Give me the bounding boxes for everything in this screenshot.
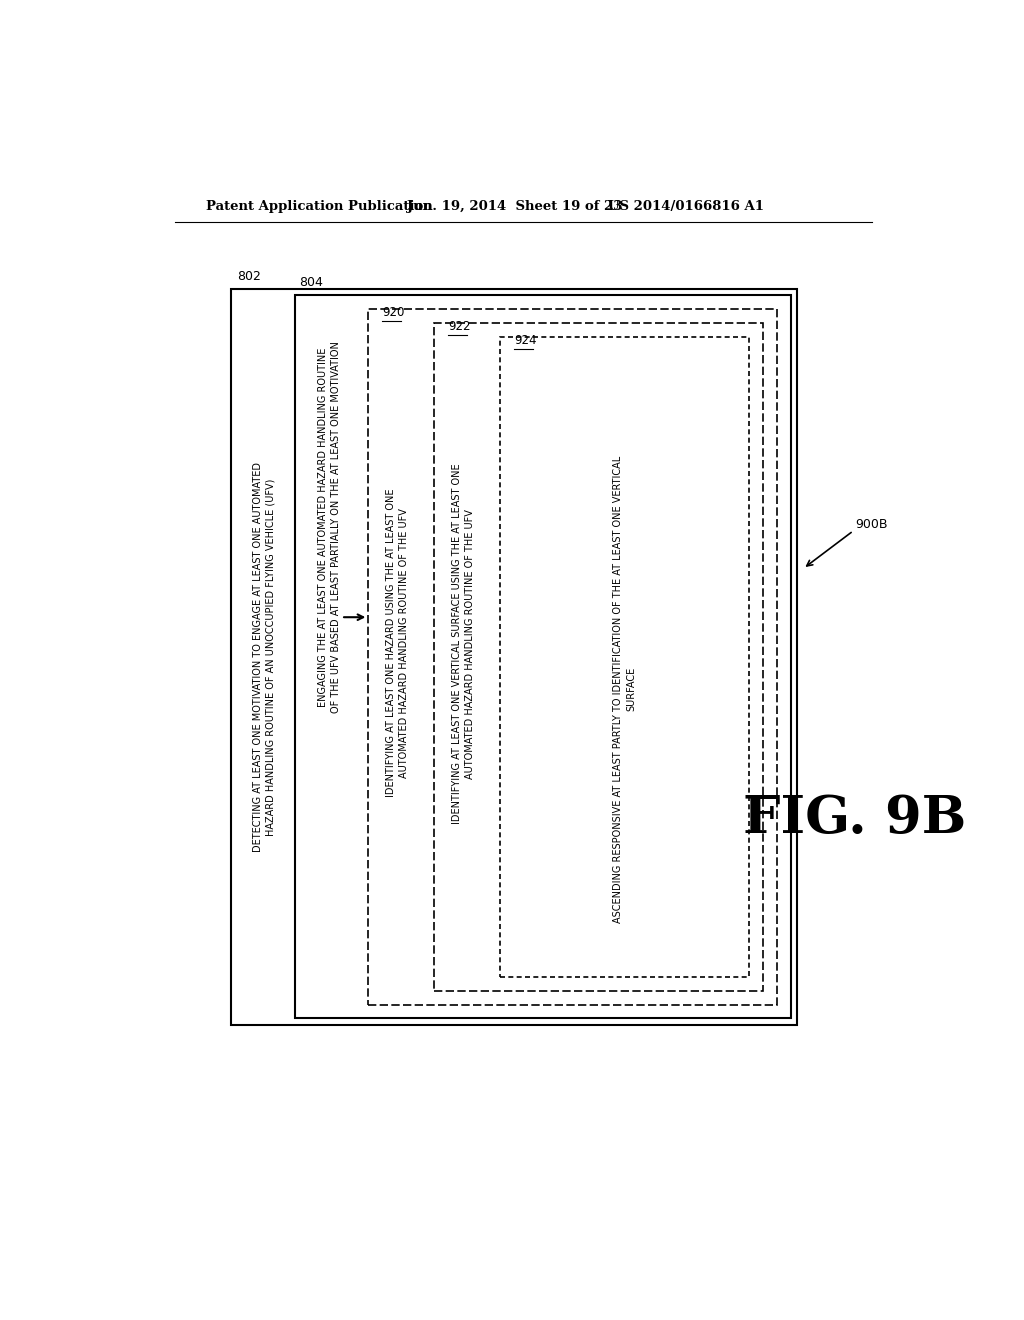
Text: Jun. 19, 2014  Sheet 19 of 23: Jun. 19, 2014 Sheet 19 of 23 <box>407 199 623 213</box>
Bar <box>434 323 763 991</box>
Text: 922: 922 <box>449 321 471 333</box>
Bar <box>231 289 797 1024</box>
Text: ENGAGING THE AT LEAST ONE AUTOMATED HAZARD HANDLING ROUTINE
OF THE UFV BASED AT : ENGAGING THE AT LEAST ONE AUTOMATED HAZA… <box>317 341 341 713</box>
Text: 802: 802 <box>238 271 261 284</box>
Bar <box>500 337 749 977</box>
Bar <box>295 296 791 1019</box>
Text: FIG. 9B: FIG. 9B <box>743 793 967 845</box>
Text: 924: 924 <box>514 334 537 347</box>
Text: US 2014/0166816 A1: US 2014/0166816 A1 <box>608 199 765 213</box>
Bar <box>369 309 776 1005</box>
Text: DETECTING AT LEAST ONE MOTIVATION TO ENGAGE AT LEAST ONE AUTOMATED
HAZARD HANDLI: DETECTING AT LEAST ONE MOTIVATION TO ENG… <box>253 462 276 851</box>
Text: 920: 920 <box>382 306 404 319</box>
Text: 900B: 900B <box>856 519 888 531</box>
Text: 804: 804 <box>299 276 324 289</box>
Text: IDENTIFYING AT LEAST ONE VERTICAL SURFACE USING THE AT LEAST ONE
AUTOMATED HAZAR: IDENTIFYING AT LEAST ONE VERTICAL SURFAC… <box>452 463 475 824</box>
Text: Patent Application Publication: Patent Application Publication <box>206 199 432 213</box>
Text: ASCENDING RESPONSIVE AT LEAST PARTLY TO IDENTIFICATION OF THE AT LEAST ONE VERTI: ASCENDING RESPONSIVE AT LEAST PARTLY TO … <box>612 455 636 923</box>
Text: IDENTIFYING AT LEAST ONE HAZARD USING THE AT LEAST ONE
AUTOMATED HAZARD HANDLING: IDENTIFYING AT LEAST ONE HAZARD USING TH… <box>386 488 410 797</box>
